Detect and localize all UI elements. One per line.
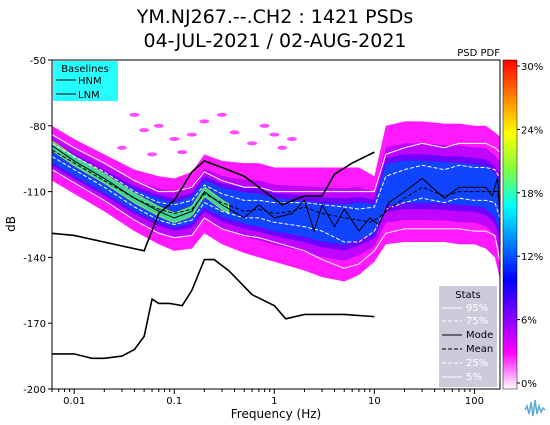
outlier-point (247, 141, 258, 146)
series-line-mean (52, 149, 500, 223)
series-line-5pct (52, 169, 500, 269)
outlier-point (229, 130, 240, 135)
series-line-75pct (52, 142, 500, 210)
series-line-lnm (52, 258, 375, 360)
outlier-point (129, 112, 140, 117)
x-tick-label: 10 (368, 396, 381, 407)
outlier-point (147, 152, 158, 157)
stats-item-25: 25% (466, 358, 488, 369)
colorbar-label: PSD PDF (457, 48, 500, 59)
colorbar-tick-label: 0% (521, 379, 537, 390)
outlier-point (116, 145, 127, 150)
density-layer-3 (52, 143, 500, 245)
legend-item-hnm: HNM (78, 76, 102, 87)
outlier-point (217, 112, 228, 117)
stats-item-mode: Mode (466, 330, 493, 341)
outlier-point (277, 145, 288, 150)
baselines-legend: Baselines HNM LNM (53, 61, 118, 101)
series-line-95pct (52, 134, 500, 193)
stats-item-95: 95% (466, 303, 488, 314)
legend-item-lnm: LNM (78, 90, 100, 101)
x-axis-label: Frequency (Hz) (231, 407, 322, 421)
colorbar-tick-label: 30% (521, 62, 543, 73)
waveform-logo-icon (524, 399, 546, 417)
outlier-point (139, 128, 150, 133)
x-tick-label: 100 (465, 396, 484, 407)
colorbar-tick-label: 12% (521, 252, 543, 263)
x-tick-label: 0.01 (63, 396, 85, 407)
stats-item-mean: Mean (466, 344, 493, 355)
x-tick-label: 1 (271, 396, 277, 407)
outlier-point (169, 136, 180, 141)
outlier-point (153, 123, 164, 128)
outlier-point (177, 150, 188, 155)
y-tick-label: -110 (23, 188, 46, 199)
stats-legend: Stats 95% 75% Mode Mean 25% 5% (439, 286, 497, 387)
outlier-point (199, 119, 210, 124)
outlier-point (259, 123, 270, 128)
y-axis-label: dB (4, 216, 18, 232)
outlier-point (286, 136, 297, 141)
series-line-mode (52, 145, 500, 233)
chart-title-line1: YM.NJ267.--.CH2 : 1421 PSDs (136, 6, 414, 28)
colorbar-tick-label: 24% (521, 125, 543, 136)
y-tick-label: -50 (30, 56, 46, 67)
y-tick-label: -80 (30, 122, 46, 133)
stats-legend-title: Stats (455, 290, 481, 301)
series-line-hnm (52, 151, 375, 252)
plot-frame (51, 59, 501, 390)
stats-item-75: 75% (466, 316, 488, 327)
stats-item-5: 5% (466, 372, 482, 383)
series-line-25pct (52, 156, 500, 243)
y-tick-label: -140 (23, 253, 46, 264)
colorbar-tick-label: 18% (521, 189, 543, 200)
colorbar (502, 59, 518, 390)
outlier-point (269, 132, 280, 137)
chart-title-line2: 04-JUL-2021 / 02-AUG-2021 (143, 30, 407, 52)
y-tick-label: -170 (23, 319, 46, 330)
x-tick-label: 0.1 (166, 396, 182, 407)
baselines-legend-title: Baselines (61, 64, 109, 75)
y-tick-label: -200 (23, 385, 46, 396)
outlier-point (186, 132, 197, 137)
colorbar-tick-label: 6% (521, 316, 537, 327)
